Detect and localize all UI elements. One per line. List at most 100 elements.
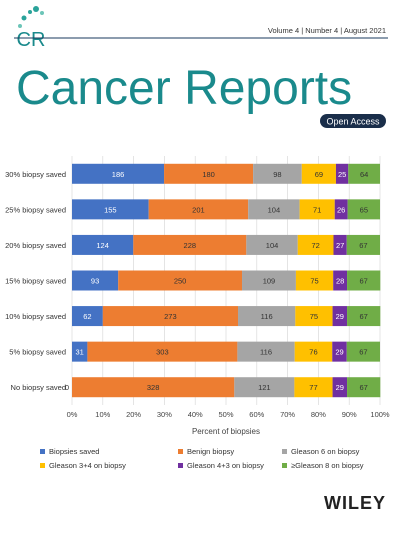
value-label: 116 [260, 348, 272, 357]
value-label: 121 [258, 383, 271, 392]
value-label: 25 [338, 170, 346, 179]
value-label: 71 [313, 205, 321, 214]
bar-segment [347, 270, 381, 291]
value-label: 93 [91, 277, 99, 286]
bar-segment [299, 199, 335, 220]
bar-segment [347, 199, 380, 220]
bar-segment [72, 306, 103, 327]
value-label: 228 [184, 241, 197, 250]
value-label: 328 [147, 383, 160, 392]
bar-segment [333, 234, 347, 255]
value-label: 201 [192, 205, 205, 214]
bar-segment [333, 270, 348, 291]
x-tick-label: 90% [342, 410, 357, 419]
bar-segment [301, 163, 336, 184]
value-label: 29 [336, 383, 344, 392]
logo-dot [21, 15, 27, 21]
value-label: 75 [310, 277, 318, 286]
value-label: 62 [83, 312, 91, 321]
value-label: 64 [360, 170, 368, 179]
bar-segment [346, 234, 380, 255]
value-label: 75 [310, 312, 318, 321]
bar-segment [148, 199, 249, 220]
y-tick-label: 5% biopsy saved [9, 348, 66, 357]
logo-dot [33, 6, 39, 12]
value-label: 29 [336, 312, 344, 321]
value-label: 109 [263, 277, 276, 286]
value-label: 67 [359, 348, 367, 357]
x-tick-label: 100% [370, 410, 390, 419]
bar-segment [248, 199, 300, 220]
bar-segment [164, 163, 254, 184]
bar-segment [294, 377, 333, 398]
bar-segment [72, 163, 165, 184]
bar-segment [346, 341, 380, 362]
x-axis-label: Percent of biopsies [192, 427, 260, 436]
bar-segment [294, 341, 333, 362]
value-label: 124 [96, 241, 109, 250]
bar-segment [133, 234, 247, 255]
value-label: 65 [360, 205, 368, 214]
value-label: 67 [360, 312, 368, 321]
bar-segment [253, 163, 302, 184]
bar-segment [332, 341, 347, 362]
bar-segment [87, 341, 238, 362]
value-label: 180 [202, 170, 215, 179]
y-tick-label: 25% biopsy saved [5, 205, 66, 214]
value-label: 67 [359, 241, 367, 250]
value-label: 72 [311, 241, 319, 250]
bar-segment [334, 199, 348, 220]
bar-segment [246, 234, 298, 255]
value-label: 186 [112, 170, 125, 179]
logo-dot [18, 24, 22, 28]
logo-text: CR [17, 29, 46, 51]
bar-segment [72, 270, 119, 291]
y-tick-label: 20% biopsy saved [5, 241, 66, 250]
value-label: 29 [335, 348, 343, 357]
bar-segment [332, 377, 348, 398]
value-label: 31 [76, 348, 84, 357]
bar-segment [347, 377, 381, 398]
bar-segment [297, 234, 334, 255]
x-tick-label: 70% [280, 410, 295, 419]
y-tick-label: 10% biopsy saved [5, 312, 66, 321]
value-label: 104 [266, 241, 279, 250]
value-label: 0 [65, 383, 69, 392]
bar-segment [72, 234, 134, 255]
value-label: 98 [273, 170, 281, 179]
value-label: 76 [309, 348, 317, 357]
bar-segment [295, 270, 334, 291]
open-access: Open Access [326, 117, 380, 127]
x-tick-label: 20% [126, 410, 141, 419]
chart: 0% 10% 20% 30% 40% 50% 60% 70% 80% 90% 100% Percent… [5, 156, 390, 470]
y-tick-label: 30% biopsy saved [5, 170, 66, 179]
x-tick-label: 40% [188, 410, 203, 419]
logo-dot [40, 11, 44, 15]
legend-swatch [40, 463, 45, 468]
bar-segment [332, 306, 348, 327]
x-tick-label: 50% [218, 410, 233, 419]
bar-segment [72, 199, 149, 220]
value-label: 67 [360, 277, 368, 286]
legend-label: Gleason 3+4 on biopsy [49, 461, 126, 470]
value-label: 67 [360, 383, 368, 392]
value-label: 104 [268, 205, 281, 214]
y-tick-label: 15% biopsy saved [5, 277, 66, 286]
legend-swatch [282, 463, 287, 468]
x-tick-label: 30% [157, 410, 172, 419]
value-label: 273 [164, 312, 177, 321]
legend-swatch [282, 449, 287, 454]
issue-info: Volume 4 | Number 4 | August 2021 [268, 26, 386, 35]
bar-segment [238, 306, 296, 327]
legend-label: Gleason 4+3 on biopsy [187, 461, 264, 470]
legend-swatch [178, 449, 183, 454]
value-label: 155 [104, 205, 117, 214]
bar-segment [234, 377, 295, 398]
x-tick-label: 60% [249, 410, 264, 419]
logo-dot [28, 10, 32, 14]
legend-swatch [40, 449, 45, 454]
legend-label: Biopsies saved [49, 447, 99, 456]
legend-label: Gleason 6 on biopsy [291, 447, 360, 456]
